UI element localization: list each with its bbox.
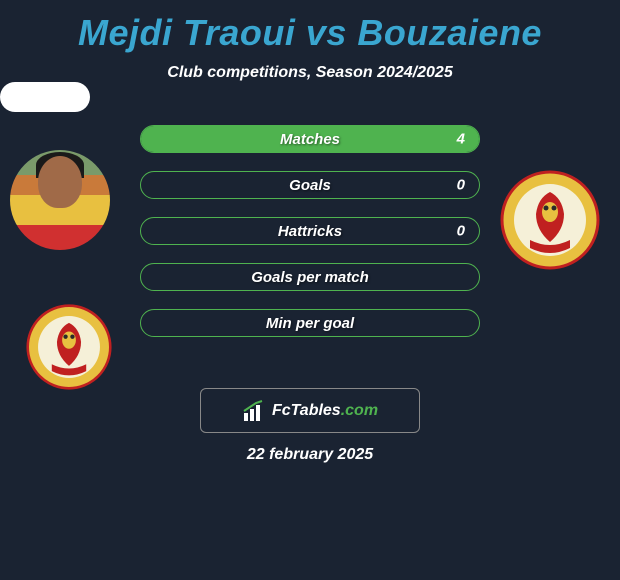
stat-row: Matches 4 xyxy=(140,125,480,153)
stat-label: Min per goal xyxy=(266,315,354,332)
stat-label: Hattricks xyxy=(278,223,342,240)
stat-label: Goals per match xyxy=(251,269,369,286)
fctables-logo-box: FcTables.com xyxy=(200,388,420,433)
club-badge-right xyxy=(500,170,600,270)
club-badge-left xyxy=(26,304,112,390)
stat-row: Hattricks 0 xyxy=(140,217,480,245)
chart-icon xyxy=(242,399,266,423)
stat-label: Matches xyxy=(280,131,340,148)
stat-rows-container: Matches 4 Goals 0 Hattricks 0 Goals per … xyxy=(140,125,480,355)
stat-value: 4 xyxy=(457,131,465,148)
stat-row: Min per goal xyxy=(140,309,480,337)
player-right-avatar-placeholder xyxy=(0,82,90,112)
date-text: 22 february 2025 xyxy=(0,446,620,464)
stat-row: Goals 0 xyxy=(140,171,480,199)
stat-value: 0 xyxy=(457,177,465,194)
player-left-avatar xyxy=(10,150,110,250)
stat-row: Goals per match xyxy=(140,263,480,291)
page-title: Mejdi Traoui vs Bouzaiene xyxy=(0,0,620,54)
logo-text: FcTables.com xyxy=(272,402,378,420)
stat-value: 0 xyxy=(457,223,465,240)
subtitle: Club competitions, Season 2024/2025 xyxy=(0,64,620,82)
stat-label: Goals xyxy=(289,177,331,194)
